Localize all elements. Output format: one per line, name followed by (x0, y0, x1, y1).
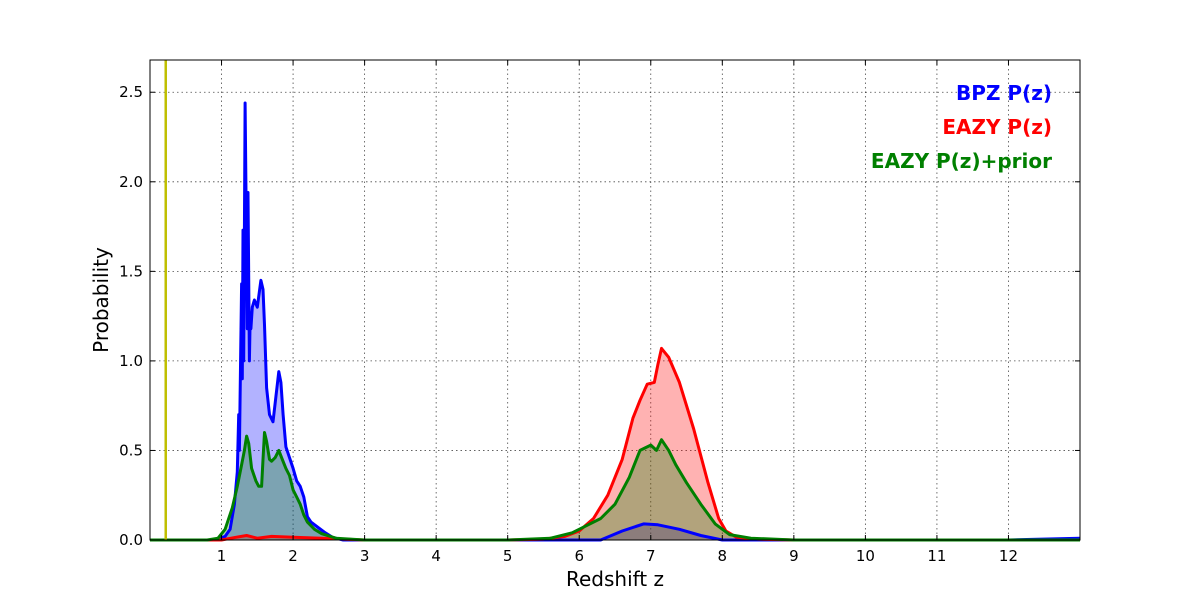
x-tick-label-7: 8 (718, 547, 728, 565)
legend-entry-eazy: EAZY P(z) (942, 115, 1052, 139)
y-tick-label-4: 2.0 (119, 173, 143, 191)
plot-frame (149, 59, 1081, 541)
x-tick-label-0: 1 (217, 547, 227, 565)
series-line-eazy-prior (150, 431, 1080, 542)
y-axis-label: Probability (89, 247, 113, 353)
x-axis-label: Redshift z (566, 567, 664, 591)
x-tick-label-4: 5 (503, 547, 513, 565)
legend-entry-bpz: BPZ P(z) (956, 81, 1052, 105)
x-tick-label-5: 6 (574, 547, 584, 565)
legend-entry-eazy-prior: EAZY P(z)+prior (871, 149, 1052, 173)
x-tick-label-6: 7 (646, 547, 656, 565)
x-tick-label-3: 4 (431, 547, 441, 565)
series-fill-eazy-prior (150, 432, 1080, 540)
grid (150, 60, 1080, 541)
x-tick-label-11: 12 (999, 547, 1018, 565)
x-tick-label-10: 11 (927, 547, 946, 565)
y-tick-label-3: 1.5 (119, 262, 143, 280)
x-tick-label-2: 3 (360, 547, 370, 565)
axis-ticks: 1 2 3 4 5 6 7 8 9 10 11 120.00.51.01.52.02.5 (119, 60, 1080, 565)
series-line-eazy (150, 346, 1080, 542)
x-tick-label-8: 9 (789, 547, 799, 565)
y-tick-label-0: 0.0 (119, 531, 143, 549)
y-tick-label-5: 2.5 (119, 83, 143, 101)
y-tick-label-2: 1.0 (119, 352, 143, 370)
series-line-bpz (150, 101, 1081, 542)
series-fill-bpz (150, 103, 1080, 540)
x-tick-label-9: 10 (856, 547, 875, 565)
series-lines (150, 101, 1081, 542)
y-tick-label-1: 0.5 (119, 441, 143, 459)
x-tick-label-1: 2 (288, 547, 298, 565)
legend: BPZ P(z) EAZY P(z) EAZY P(z)+prior (871, 81, 1052, 173)
